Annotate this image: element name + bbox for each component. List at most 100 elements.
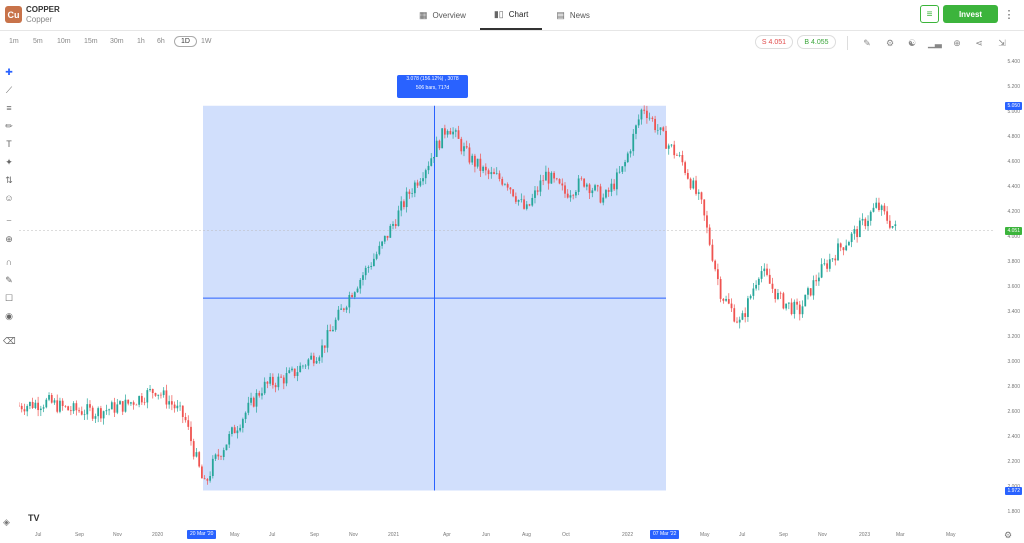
instrument-symbol: COPPER [26,5,60,14]
emoji-icon[interactable]: ☺ [4,193,14,203]
magnet-icon[interactable]: ∩ [5,257,13,267]
candle-body [271,376,274,386]
price-axis[interactable]: 5.400 5.200 5.000 4.800 4.600 4.400 4.200 4.000… [994,56,1024,528]
candle-body [435,140,438,157]
candle-body [763,268,766,272]
candle-body [820,264,823,278]
timeframe-1m[interactable]: 1m [9,38,19,45]
share-icon[interactable]: ⋖ [975,38,983,48]
candle-body [165,390,168,405]
indicators-icon[interactable]: ▁▃ [928,38,942,48]
text-icon[interactable]: T [6,139,12,149]
candle-body [140,396,143,403]
trendline-icon[interactable]: ⟋ [5,85,13,95]
time-axis-label: Jul [269,532,276,538]
add-icon[interactable]: ⊕ [953,38,961,48]
chart-settings-icon[interactable]: ⚙ [1004,530,1013,540]
layers-icon[interactable]: ◈ [3,517,10,527]
candle-body [610,183,613,192]
time-axis-label: May [946,532,956,538]
candle-body [714,260,717,270]
candle-body [599,186,602,203]
crosshair-icon[interactable]: ✚ [5,67,13,77]
pencil-icon[interactable]: ✎ [863,38,871,48]
candle-body [91,407,94,419]
grid-icon: ▦ [419,9,428,20]
candle-body [618,171,621,173]
candle-body [531,197,534,206]
candle-body [45,399,48,408]
candle-body [463,146,465,152]
candle-body [318,357,321,361]
candle-body [495,173,498,174]
timeframe-10m[interactable]: 10m [57,38,71,45]
timeframe-30m[interactable]: 30m [110,38,124,45]
candle-body [274,385,277,388]
tab-overview[interactable]: ▦ Overview [405,0,480,30]
instrument-logo: Cu [5,6,22,23]
candle-body [602,197,605,203]
candle-body [561,183,564,186]
lock-icon[interactable]: ☐ [4,293,14,303]
time-axis[interactable]: Jul Sep Nov 2020 May Jul Sep Nov 2021 Apr Jun Aug Oc… [19,528,994,543]
candle-body [632,133,635,152]
timeframe-1d[interactable]: 1D [174,36,197,47]
candle-body [26,406,29,412]
tradingview-logo[interactable]: TV [28,513,40,523]
candle-body [135,404,138,406]
candle-body [244,412,247,420]
candle-body [214,454,217,459]
candle-body [340,308,343,310]
add-to-watchlist-button[interactable]: ≡ [920,5,939,23]
ruler-icon[interactable]: ⎯ [6,215,12,225]
candle-body [684,162,687,173]
price-chart[interactable] [19,56,994,528]
candle-body [550,172,553,184]
candle-body [359,279,362,289]
candle-body [845,245,848,251]
fib-icon[interactable]: ≡ [6,103,12,113]
prediction-icon[interactable]: ⇅ [5,175,13,185]
candle-body [258,392,261,396]
candle-body [656,129,659,131]
zoom-icon[interactable]: ⊕ [5,234,13,244]
brush-icon[interactable]: ✏ [5,121,13,131]
timeframe-5m[interactable]: 5m [33,38,43,45]
eye-icon[interactable]: ◉ [5,311,13,321]
timeframe-6h[interactable]: 6h [157,38,165,45]
candle-body [777,292,779,300]
candle-body [651,117,654,119]
tab-chart[interactable]: ▮▯ Chart [479,0,543,30]
candle-body [839,243,842,248]
more-vertical-icon[interactable]: ⋮ [1003,8,1015,21]
price-axis-label: 4.400 [1007,184,1020,190]
candle-body [785,303,788,309]
candle-body [484,166,487,171]
compare-icon[interactable]: ☯ [907,38,917,48]
candle-body [176,405,179,409]
candle-body [83,414,86,415]
candle-body [787,302,790,304]
sell-price-button[interactable]: S 4.051 [755,35,793,49]
candle-body [323,345,326,348]
timeframe-1h[interactable]: 1h [137,38,145,45]
timeframe-15m[interactable]: 15m [84,38,98,45]
candle-body [280,376,282,378]
candle-body [534,190,536,198]
pattern-icon[interactable]: ✦ [5,157,13,167]
candle-body [493,172,495,174]
lock-drawing-icon[interactable]: ✎ [5,275,13,285]
candle-body [615,172,618,190]
instrument-logo-text: Cu [7,9,20,20]
time-axis-label: Oct [562,532,570,538]
candle-body [506,184,509,188]
candle-body [583,178,586,187]
trash-icon[interactable]: ⌫ [3,336,16,346]
tab-news[interactable]: ▤ News [542,0,604,30]
invest-button[interactable]: Invest [943,5,998,23]
candle-body [201,466,203,479]
timeframe-1w[interactable]: 1W [201,38,212,45]
fullscreen-icon[interactable]: ⇲ [998,38,1006,48]
settings-icon[interactable]: ⚙ [885,38,895,48]
buy-price-button[interactable]: B 4.055 [797,35,836,49]
